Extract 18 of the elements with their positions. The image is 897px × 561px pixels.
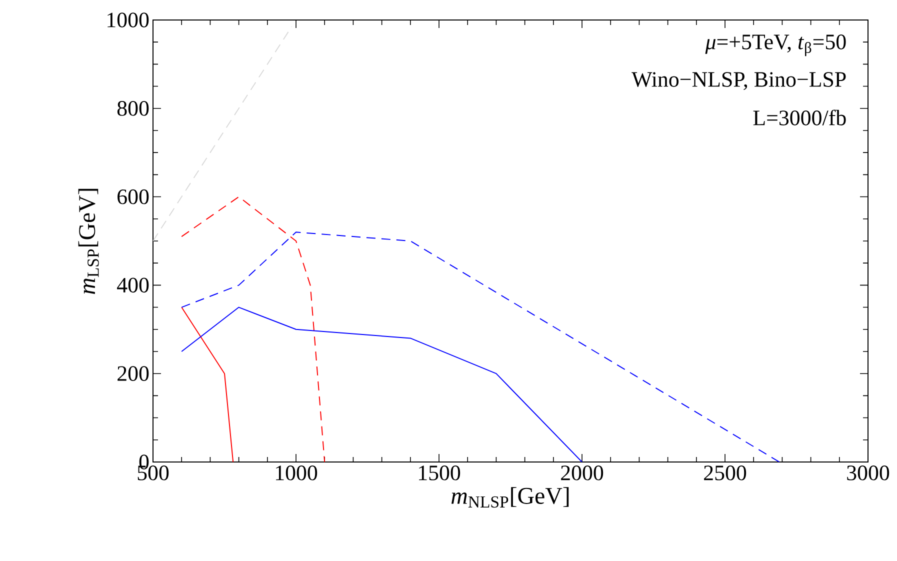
- y-tick-label: 200: [118, 366, 149, 381]
- line-series: [181, 232, 780, 462]
- x-tick-label: 1000: [276, 466, 318, 480]
- y-tick-label: 800: [117, 100, 149, 116]
- x-tick-label: 2000: [561, 466, 604, 480]
- y-tick-label: 400: [117, 278, 149, 293]
- x-axis-title: m$_{NLSP}$[GeV]: [451, 487, 569, 508]
- annotation: L=3000/fb: [753, 110, 846, 126]
- line-series: [181, 306, 583, 462]
- x-tick-label: 3000: [847, 466, 890, 480]
- y-axis-title: m$_{LSP}$[GeV]: [78, 188, 99, 294]
- y-tick-label: 600: [118, 189, 149, 204]
- annotation: μ=+5TeV, t$_{β}$=50: [705, 34, 846, 56]
- y-tick-label: 1000: [108, 12, 149, 28]
- line-series: [181, 196, 326, 462]
- x-tick-label: 1500: [419, 466, 460, 480]
- annotation: Wino−NLSP, Bino−LSP: [632, 72, 846, 90]
- x-tick-label: 2500: [704, 466, 746, 480]
